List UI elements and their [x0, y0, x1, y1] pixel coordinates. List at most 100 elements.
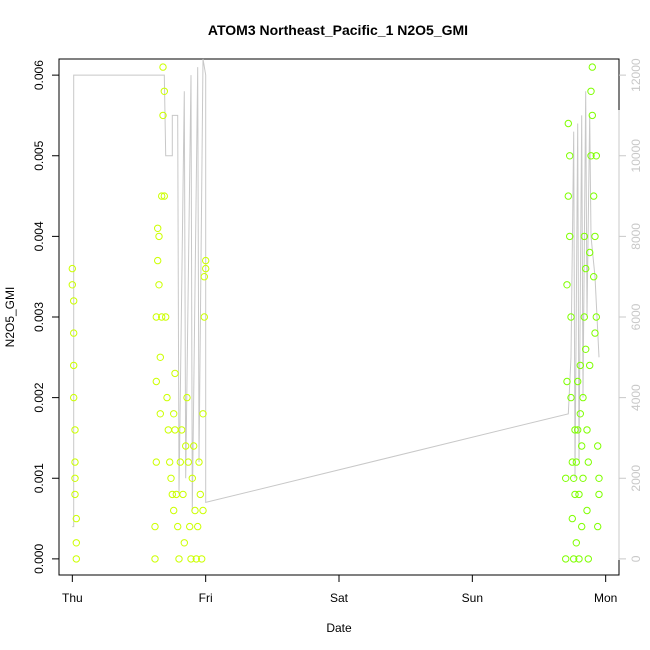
data-point	[156, 410, 165, 418]
data-point	[588, 111, 596, 120]
data-point	[188, 474, 197, 482]
data-point	[595, 490, 603, 499]
data-point	[158, 313, 166, 321]
data-point	[155, 281, 163, 289]
data-point	[582, 345, 590, 353]
data-point	[566, 232, 574, 241]
y2-ticks: 0 2000 4000 6000 8000 10000 12000	[619, 58, 643, 562]
data-point	[179, 490, 187, 499]
data-point	[586, 248, 594, 257]
data-point	[152, 377, 161, 386]
data-point	[166, 458, 174, 466]
data-point	[562, 474, 570, 482]
data-point	[152, 458, 161, 466]
data-point	[594, 522, 602, 531]
y-tick-label: 0.005	[32, 140, 46, 170]
plot-frame	[58, 58, 620, 576]
y2-tick-label: 10000	[629, 139, 643, 173]
data-point	[158, 192, 166, 200]
data-point	[70, 329, 78, 337]
data-point	[572, 458, 580, 466]
data-point	[572, 539, 580, 547]
data-point	[154, 224, 162, 233]
x-axis-label: Date	[326, 621, 352, 635]
data-point	[195, 458, 203, 466]
data-point	[578, 442, 586, 450]
data-point	[568, 514, 576, 523]
data-point	[191, 506, 199, 515]
data-point	[164, 426, 173, 434]
x-ticks: Thu Fri Sat Sun Mon	[62, 575, 617, 605]
data-point	[68, 281, 77, 289]
data-point	[156, 353, 165, 361]
data-point	[564, 119, 572, 128]
data-point	[584, 555, 592, 563]
data-point	[583, 506, 591, 515]
data-point	[160, 192, 169, 200]
data-point	[574, 426, 582, 434]
data-point	[182, 442, 190, 450]
data-point	[194, 522, 202, 531]
data-point	[174, 522, 182, 531]
data-point	[563, 377, 571, 386]
data-point	[579, 393, 587, 402]
data-point	[576, 410, 584, 418]
data-point	[568, 458, 576, 466]
data-point	[576, 361, 584, 370]
y2-tick-label: 6000	[629, 303, 643, 330]
data-point	[200, 273, 209, 281]
y2-tick-label: 8000	[629, 223, 643, 250]
data-point	[563, 281, 571, 289]
data-point	[586, 361, 594, 370]
data-point	[184, 458, 193, 466]
data-point	[190, 442, 198, 450]
data-point	[72, 514, 81, 523]
y2-tick-label: 4000	[629, 384, 643, 411]
data-point	[579, 474, 587, 482]
data-point	[571, 426, 579, 434]
x-tick-label: Sun	[462, 591, 483, 605]
data-point	[592, 313, 600, 321]
data-point	[71, 426, 79, 434]
data-point	[574, 377, 582, 386]
data-point	[163, 393, 171, 402]
data-point	[71, 474, 79, 482]
data-point	[584, 458, 592, 466]
data-point	[159, 63, 167, 71]
x-tick-label: Mon	[594, 591, 617, 605]
data-point	[199, 506, 207, 515]
data-point	[587, 87, 595, 96]
data-point	[192, 555, 201, 563]
data-point	[198, 555, 206, 563]
data-point	[162, 313, 170, 321]
data-point	[196, 490, 205, 499]
y2-tick-label: 2000	[629, 465, 643, 492]
y-tick-label: 0.004	[32, 221, 46, 251]
data-point	[70, 361, 78, 370]
data-point	[151, 555, 159, 563]
data-point	[71, 490, 79, 499]
data-point	[176, 458, 185, 466]
y-tick-label: 0.000	[32, 544, 46, 574]
y-ticks: 0.000 0.001 0.002 0.003 0.004 0.005 0.006	[32, 60, 59, 574]
data-point	[590, 192, 598, 200]
data-point	[582, 264, 590, 273]
data-point	[591, 329, 599, 337]
series-layer	[68, 58, 603, 563]
y-tick-label: 0.006	[32, 60, 46, 90]
data-point	[154, 256, 162, 265]
y-tick-label: 0.003	[32, 302, 46, 332]
data-point	[592, 152, 600, 160]
y-tick-label: 0.001	[32, 463, 46, 493]
data-point	[187, 555, 195, 563]
data-point	[175, 555, 183, 563]
data-point	[178, 426, 186, 434]
data-point	[171, 426, 179, 434]
data-point	[567, 313, 575, 321]
data-point	[71, 458, 79, 466]
data-point	[570, 555, 578, 563]
data-point	[72, 555, 81, 563]
data-point	[578, 522, 586, 531]
x-tick-label: Sat	[330, 591, 349, 605]
